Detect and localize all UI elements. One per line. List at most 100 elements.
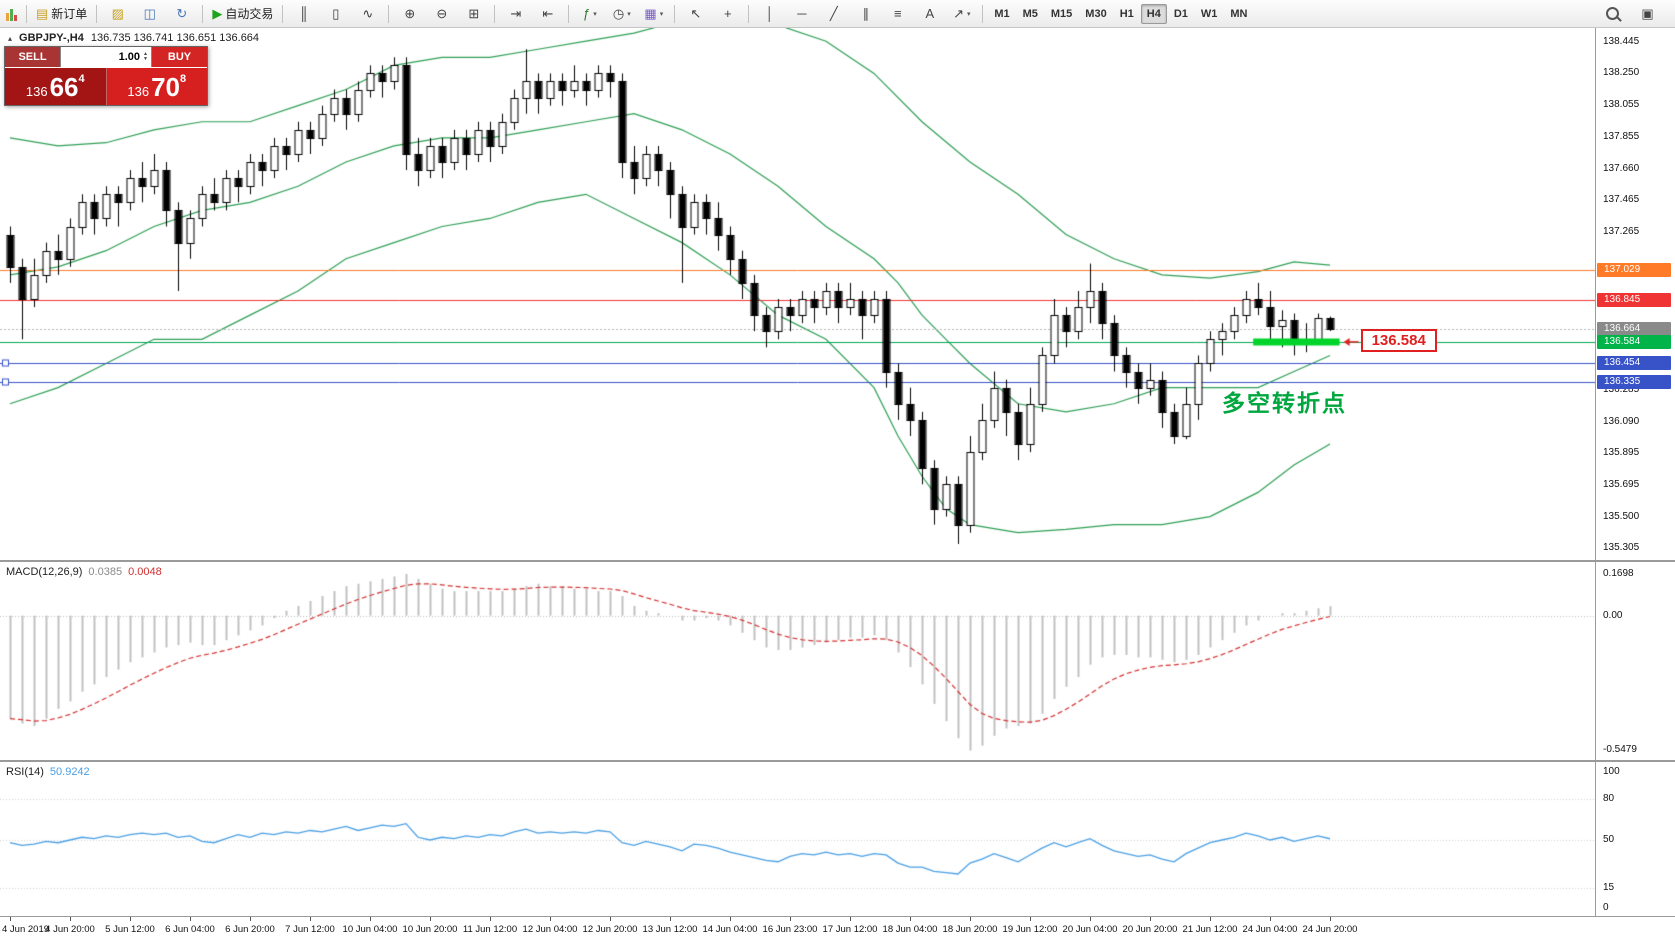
time-axis-label: 21 Jun 12:00 (1182, 924, 1238, 935)
price-axis-label: 135.500 (1603, 510, 1640, 522)
time-tick (1270, 917, 1271, 921)
fibonacci-button[interactable]: ≡ (882, 2, 913, 26)
toolbar: ▤ 新订单 ▨ ◫ ↻ ▶ 自动交易 ║ ▯ ∿ ⊕ ⊖ ⊞ ⇥ ⇤ ƒ ▾ ◷ ▾ ▦ ▾ ↖ + │ ─ ╱ ∥ ≡ A ↗ ▾ M1 M5… (0, 0, 1675, 28)
time-axis-label: 17 Jun 12:00 (822, 924, 878, 935)
buy-price-pip: 8 (180, 73, 187, 85)
time-axis[interactable]: 4 Jun 2019 4 Jun 20:00 5 Jun 12:00 6 Jun 04… (0, 916, 1675, 951)
new-order-button[interactable]: ▤ 新订单 (32, 2, 91, 26)
new-window-button[interactable]: ▣ (1632, 2, 1663, 26)
volume-value[interactable]: 1.00 (118, 51, 141, 63)
arrows-button[interactable]: ↗ ▾ (946, 2, 977, 26)
bar-chart-icon[interactable]: ║ (288, 2, 319, 26)
price-axis-label: 137.660 (1603, 162, 1640, 174)
macd-axis-label: 0.00 (1603, 609, 1623, 621)
line-chart-icon[interactable]: ∿ (352, 2, 383, 26)
crosshair-button[interactable]: + (712, 2, 743, 26)
toolbar-separator (568, 4, 570, 23)
timeframe-m5[interactable]: M5 (1022, 7, 1038, 20)
crosshair-icon: + (724, 6, 732, 21)
sell-price[interactable]: 136 66 4 (5, 68, 107, 105)
time-axis-label: 4 Jun 20:00 (45, 924, 95, 935)
buy-button[interactable]: BUY (152, 47, 207, 67)
toolbar-separator (26, 4, 27, 23)
chart-shift-button[interactable]: ⇤ (532, 2, 563, 26)
timeframe-h4[interactable]: H4 (1140, 3, 1167, 24)
time-tick (370, 917, 371, 921)
time-tick (1330, 917, 1331, 921)
vertical-line-icon: │ (765, 6, 774, 21)
timeframe-m30[interactable]: M30 (1085, 7, 1107, 20)
tile-windows-icon: ⊞ (468, 6, 480, 21)
price-axis-label: 137.855 (1603, 131, 1640, 143)
trendline-button[interactable]: ╱ (818, 2, 849, 26)
tile-windows-button[interactable]: ⊞ (458, 2, 489, 26)
price-axis-label: 136.285 (1603, 384, 1640, 396)
timeframe-mn[interactable]: MN (1230, 7, 1248, 20)
collapse-panel-icon[interactable]: ▴ (8, 33, 13, 43)
templates-button[interactable]: ▦ ▾ (638, 2, 669, 26)
chart-annotation-text[interactable]: 多空转折点 (1222, 390, 1347, 416)
auto-scroll-button[interactable]: ⇥ (500, 2, 531, 26)
vertical-line-button[interactable]: │ (754, 2, 785, 26)
spinner-up-icon[interactable]: ▲ (143, 51, 148, 57)
toolbar-separator (494, 4, 496, 23)
templates-icon: ▦ (644, 6, 657, 21)
price-axis[interactable]: 138.445 138.250 138.055 137.855 137.660 137.4… (1596, 0, 1675, 951)
horizontal-line-button[interactable]: ─ (786, 2, 817, 26)
volume-input[interactable]: 1.00 ▲ ▼ (60, 47, 152, 67)
time-tick (970, 917, 971, 921)
channel-button[interactable]: ∥ (850, 2, 881, 26)
macd-chart-canvas[interactable] (0, 562, 1595, 760)
rsi-panel-splitter[interactable] (0, 760, 1675, 762)
price-callout[interactable]: 136.584 (1360, 328, 1437, 352)
spinner-down-icon[interactable]: ▼ (143, 56, 148, 62)
time-tick (790, 917, 791, 921)
cursor-button[interactable]: ↖ (680, 2, 711, 26)
time-axis-label: 7 Jun 12:00 (285, 924, 335, 935)
periods-button[interactable]: ◷ ▾ (606, 2, 637, 26)
symbol-period-label: GBPJPY-,H4 (19, 32, 84, 44)
search-button[interactable] (1597, 2, 1628, 26)
chart-window-icon[interactable]: ▨ (102, 2, 133, 26)
sell-price-base: 136 (25, 84, 48, 99)
auto-scroll-icon: ⇥ (510, 6, 522, 21)
sell-price-big: 66 (49, 71, 79, 102)
timeframe-w1[interactable]: W1 (1200, 7, 1218, 20)
macd-panel-splitter[interactable] (0, 560, 1675, 562)
profiles-icon[interactable]: ◫ (134, 2, 165, 26)
timeframe-m15[interactable]: M15 (1050, 7, 1073, 20)
rsi-chart-canvas[interactable] (0, 762, 1595, 916)
buy-price[interactable]: 136 70 8 (106, 68, 207, 105)
buy-price-big: 70 (151, 71, 180, 102)
toolbar-separator (96, 4, 98, 23)
sell-button[interactable]: SELL (5, 47, 60, 67)
timeframe-h1[interactable]: H1 (1119, 7, 1134, 20)
zoom-out-button[interactable]: ⊖ (426, 2, 457, 26)
periods-icon: ◷ (612, 6, 625, 21)
time-axis-label: 12 Jun 04:00 (522, 924, 578, 935)
time-axis-label: 24 Jun 20:00 (1302, 924, 1358, 935)
zoom-in-button[interactable]: ⊕ (394, 2, 425, 26)
price-chart-canvas[interactable] (0, 28, 1595, 560)
time-tick (1030, 917, 1031, 921)
timeframe-d1[interactable]: D1 (1173, 7, 1188, 20)
timeframe-m1[interactable]: M1 (994, 7, 1010, 20)
candlestick-chart-icon[interactable]: ▯ (320, 2, 351, 26)
text-button[interactable]: A (914, 2, 945, 26)
time-axis-label: 10 Jun 04:00 (342, 924, 398, 935)
price-axis-badge: 137.029 (1597, 263, 1671, 278)
time-axis-label: 24 Jun 04:00 (1242, 924, 1298, 935)
trade-panel-controls: SELL 1.00 ▲ ▼ BUY (5, 47, 207, 67)
trendline-icon: ╱ (829, 6, 838, 21)
search-icon (1606, 7, 1619, 20)
text-icon: A (925, 6, 935, 21)
autotrading-button[interactable]: ▶ 自动交易 (208, 2, 277, 26)
fibonacci-icon: ≡ (894, 6, 902, 21)
time-tick (70, 917, 71, 921)
time-axis-label: 4 Jun 2019 (2, 924, 50, 935)
price-axis-badge: 136.664 (1597, 322, 1671, 336)
refresh-icon[interactable]: ↻ (166, 2, 197, 26)
indicators-button[interactable]: ƒ ▾ (574, 2, 605, 26)
toolbar-separator (388, 4, 390, 23)
volume-spinner[interactable]: ▲ ▼ (143, 52, 148, 62)
